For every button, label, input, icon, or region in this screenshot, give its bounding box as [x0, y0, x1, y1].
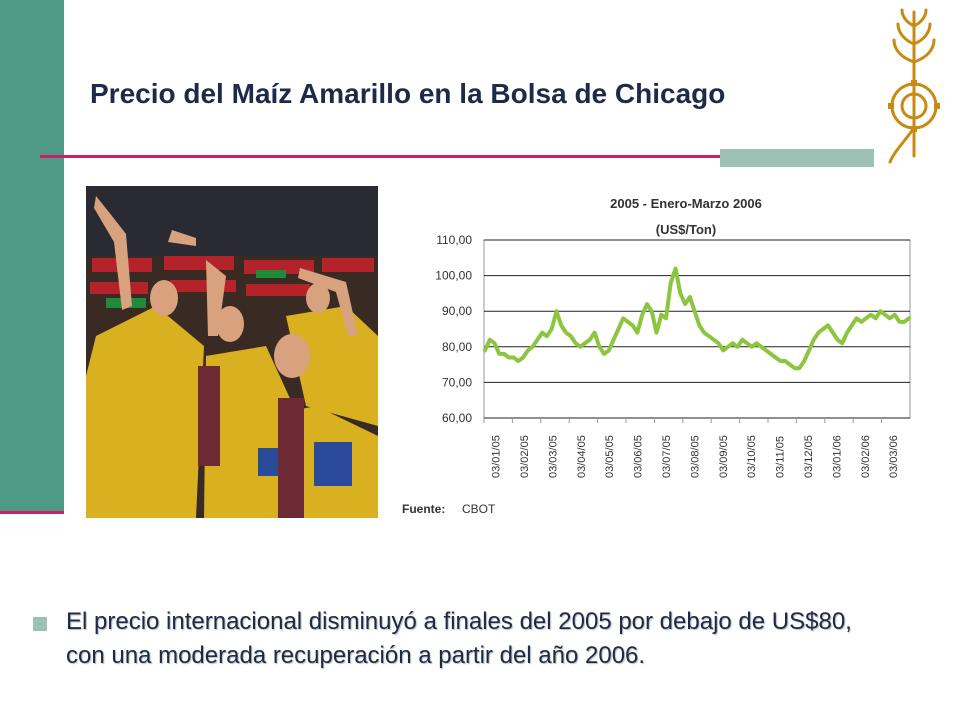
x-tick-label: 03/02/05 [519, 435, 531, 478]
x-tick-label: 03/10/05 [746, 435, 758, 478]
x-tick-label: 03/01/06 [831, 435, 843, 478]
title-underline [40, 155, 874, 158]
y-tick-label: 60,00 [442, 411, 472, 425]
y-tick-label: 70,00 [442, 375, 472, 389]
x-tick-label: 03/04/05 [576, 435, 588, 478]
y-tick-label: 80,00 [442, 340, 472, 354]
x-tick-label: 03/03/06 [888, 435, 900, 478]
slide-title: Precio del Maíz Amarillo en la Bolsa de … [90, 78, 726, 109]
source-value: CBOT [462, 502, 496, 516]
bullet-text: El precio internacional disminuyó a fina… [66, 608, 852, 669]
price-series [483, 266, 911, 371]
x-tick-label: 03/12/05 [803, 435, 815, 478]
traders-photo [86, 186, 378, 518]
chart-title: 2005 - Enero-Marzo 2006 [610, 196, 762, 211]
x-tick-label: 03/08/05 [689, 435, 701, 478]
plot-area [483, 239, 911, 419]
sidebar-accent-line [0, 511, 64, 514]
y-tick-label: 90,00 [442, 304, 472, 318]
bullet-marker [33, 617, 47, 631]
x-tick-label: 03/02/06 [860, 435, 872, 478]
chart-subtitle: (US$/Ton) [656, 222, 716, 237]
y-tick-labels: 110,00 100,00 90,00 80,00 70,00 60,00 [435, 233, 472, 425]
source-label: Fuente: [402, 502, 445, 516]
x-tick-label: 03/09/05 [718, 435, 730, 478]
x-tick-label: 03/01/05 [491, 435, 503, 478]
x-tick-labels: 03/01/05 03/02/05 03/03/05 03/04/05 03/05/05… [483, 418, 900, 478]
x-tick-label: 03/05/05 [604, 435, 616, 478]
series-line [483, 266, 911, 371]
x-tick-label: 03/03/05 [547, 435, 559, 478]
y-tick-label: 110,00 [436, 233, 472, 247]
sidebar-band [0, 0, 64, 512]
gridlines [484, 239, 910, 419]
x-tick-label: 03/07/05 [661, 435, 673, 478]
y-tick-label: 100,00 [435, 269, 472, 283]
title-accent-bar [720, 149, 874, 167]
x-tick-label: 03/06/05 [633, 435, 645, 478]
corn-price-chart: 2005 - Enero-Marzo 2006 (US$/Ton) 110,00… [402, 196, 911, 516]
x-tick-label: 03/11/05 [775, 436, 787, 478]
wheat-gear-logo [888, 8, 940, 164]
